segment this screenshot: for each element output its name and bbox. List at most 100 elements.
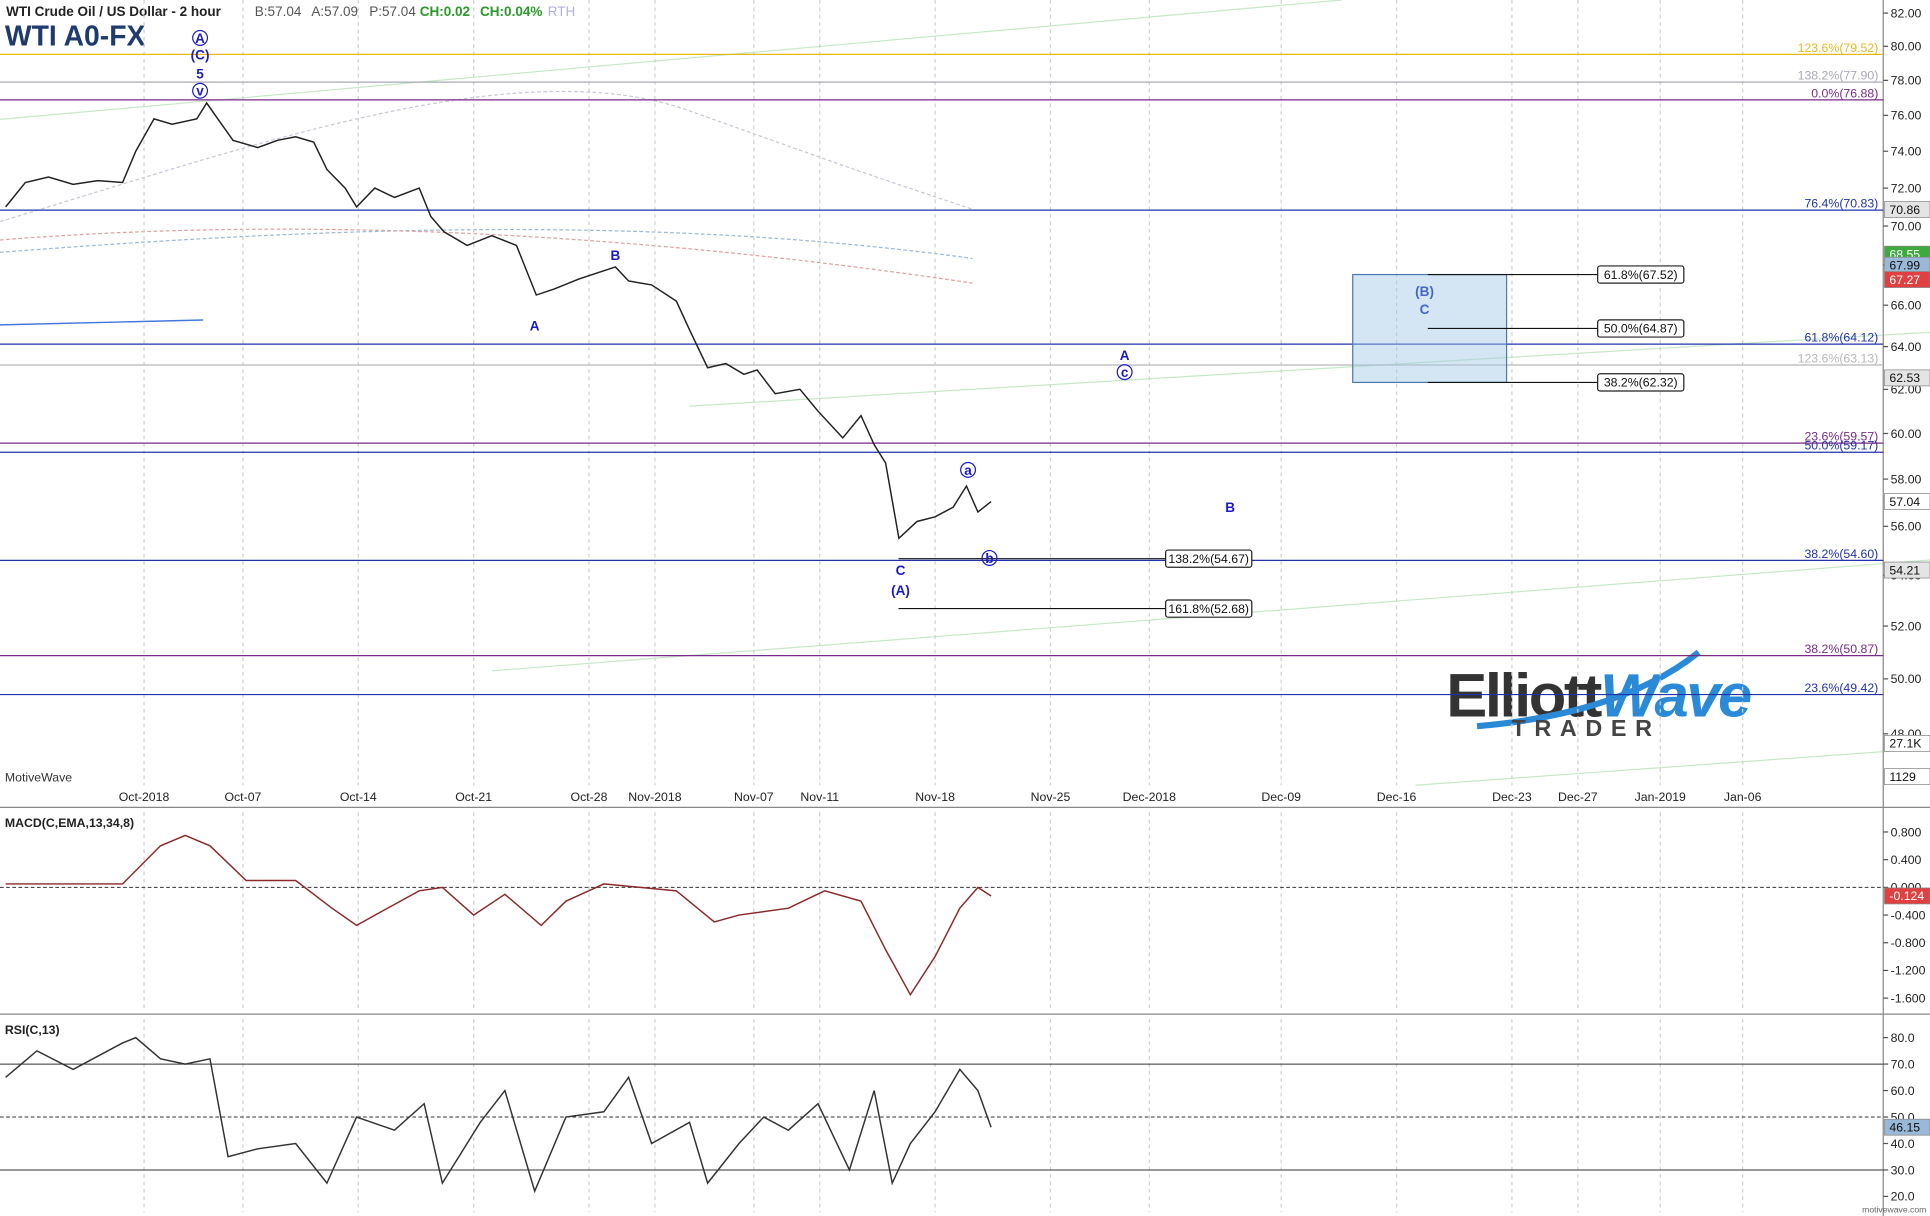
x-tick-label: Dec-09 xyxy=(1261,790,1301,804)
target-label-box xyxy=(1597,265,1685,284)
y-tick-label: -1.600 xyxy=(1891,991,1926,1005)
y-tick-label: 82.00 xyxy=(1891,6,1922,20)
panel-title: MACD(C,EMA,13,34,8) xyxy=(5,816,134,830)
wave-label: b xyxy=(985,551,993,566)
x-tick-label: Oct-28 xyxy=(571,790,608,804)
wave-label: A xyxy=(195,31,205,46)
wave-circle xyxy=(1116,364,1133,381)
x-tick-label: Nov-25 xyxy=(1031,790,1071,804)
x-tick-label: Dec-23 xyxy=(1492,790,1532,804)
fib-label: 23.6%(49.42) xyxy=(1804,681,1878,695)
price-badge-label: -0.124 xyxy=(1889,889,1924,903)
fib-label: 50.0%(59.17) xyxy=(1804,439,1878,453)
x-tick-label: Nov-07 xyxy=(734,790,774,804)
y-tick-label: 52.00 xyxy=(1891,619,1922,633)
wave-label: (B) xyxy=(1415,284,1434,299)
x-tick-label: Nov-2018 xyxy=(628,790,681,804)
ask: A:57.09 xyxy=(311,4,358,19)
change-pct: CH:0.04% xyxy=(480,4,542,19)
fib-label: 123.6%(79.52) xyxy=(1798,41,1879,55)
wave-label: (A) xyxy=(891,583,910,598)
target-label-box xyxy=(1165,599,1253,618)
x-tick-label: Oct-2018 xyxy=(119,790,170,804)
data-line xyxy=(5,834,992,997)
trend-line xyxy=(0,319,204,326)
price-badge-label: 46.15 xyxy=(1889,1121,1920,1135)
trend-line xyxy=(1415,747,1930,786)
y-tick-label: 58.00 xyxy=(1891,472,1922,486)
wave-label: a xyxy=(964,463,972,478)
moving-average xyxy=(0,90,973,223)
target-label-box xyxy=(1597,373,1685,392)
y-tick-label: -1.200 xyxy=(1891,964,1926,978)
wave-label: (C) xyxy=(191,48,210,63)
wave-label: c xyxy=(1121,365,1129,380)
wave-label: v xyxy=(196,84,204,99)
y-tick-label: 0.400 xyxy=(1891,853,1922,867)
y-tick-label: 56.00 xyxy=(1891,520,1922,534)
watermark: MotiveWave xyxy=(5,771,72,785)
fib-label: 23.6%(59.57) xyxy=(1804,430,1878,444)
logo-sub: TRADER xyxy=(1512,715,1661,741)
wave-label: A xyxy=(530,319,540,334)
price-badge-label: 70.86 xyxy=(1889,203,1920,217)
target-label: 61.8%(67.52) xyxy=(1604,268,1678,282)
y-tick-label: 60.00 xyxy=(1891,427,1922,441)
fib-label: 138.2%(77.90) xyxy=(1798,69,1879,83)
y-tick-label: 78.00 xyxy=(1891,74,1922,88)
x-tick-label: Nov-11 xyxy=(800,790,839,804)
target-label: 38.2%(62.32) xyxy=(1604,376,1678,390)
target-label: 161.8%(52.68) xyxy=(1168,602,1249,616)
wave-circle xyxy=(192,82,209,99)
price-badge-label: 67.99 xyxy=(1889,259,1920,273)
wave-label: C xyxy=(1420,302,1430,317)
moving-average xyxy=(0,228,973,284)
wave-circle xyxy=(960,461,977,478)
x-tick-label: Dec-16 xyxy=(1377,790,1417,804)
data-line xyxy=(5,101,992,540)
panel-title: RSI(C,13) xyxy=(5,1023,60,1037)
y-tick-label: 70.00 xyxy=(1891,219,1922,233)
fib-label: 0.0%(76.88) xyxy=(1811,86,1878,100)
price-badge-label: 67.27 xyxy=(1889,273,1920,287)
fib-label: 123.6%(63.13) xyxy=(1798,352,1879,366)
y-tick-label: 20.0 xyxy=(1891,1190,1915,1204)
x-tick-label: Oct-07 xyxy=(224,790,261,804)
target-label: 50.0%(64.87) xyxy=(1604,322,1678,336)
y-tick-label: 74.00 xyxy=(1891,145,1922,159)
y-tick-label: -0.800 xyxy=(1891,936,1926,950)
x-tick-label: Dec-2018 xyxy=(1123,790,1176,804)
x-tick-label: Jan-06 xyxy=(1724,790,1762,804)
y-tick-label: 80.0 xyxy=(1891,1031,1915,1045)
wave-label: A xyxy=(1120,348,1130,363)
x-tick-label: Dec-27 xyxy=(1558,790,1598,804)
wave-label: B xyxy=(610,248,620,263)
data-line xyxy=(5,1036,992,1194)
target-label: 138.2%(54.67) xyxy=(1168,552,1249,566)
price-badge-label: 54.21 xyxy=(1889,563,1920,577)
y-tick-label: 60.0 xyxy=(1891,1084,1915,1098)
price-badge-label: 62.53 xyxy=(1889,371,1920,385)
target-label-box xyxy=(1165,549,1253,568)
moving-average xyxy=(0,228,973,260)
chart-title: WTI Crude Oil / US Dollar - 2 hour xyxy=(6,4,222,19)
y-tick-label: 76.00 xyxy=(1891,109,1922,123)
wave-label: C xyxy=(896,563,906,578)
fib-label: 61.8%(64.12) xyxy=(1804,331,1878,345)
site: motivewave.com xyxy=(1862,1204,1926,1214)
y-tick-label: 30.0 xyxy=(1891,1163,1915,1177)
y-tick-label: 64.00 xyxy=(1891,340,1922,354)
y-tick-label: 80.00 xyxy=(1891,40,1922,54)
y-tick-label: 66.00 xyxy=(1891,299,1922,313)
y-tick-label: 40.0 xyxy=(1891,1137,1915,1151)
last: P:57.04 xyxy=(369,4,416,19)
price-badge-label: 57.04 xyxy=(1889,495,1920,509)
y-tick-label: 0.800 xyxy=(1891,825,1922,839)
volume-badge-label: 1129 xyxy=(1889,770,1916,784)
logo-swoosh xyxy=(1476,649,1701,730)
fib-label: 76.4%(70.83) xyxy=(1804,197,1878,211)
x-tick-label: Jan-2019 xyxy=(1635,790,1686,804)
logo: ElliottWave TRADER xyxy=(1446,649,1753,741)
